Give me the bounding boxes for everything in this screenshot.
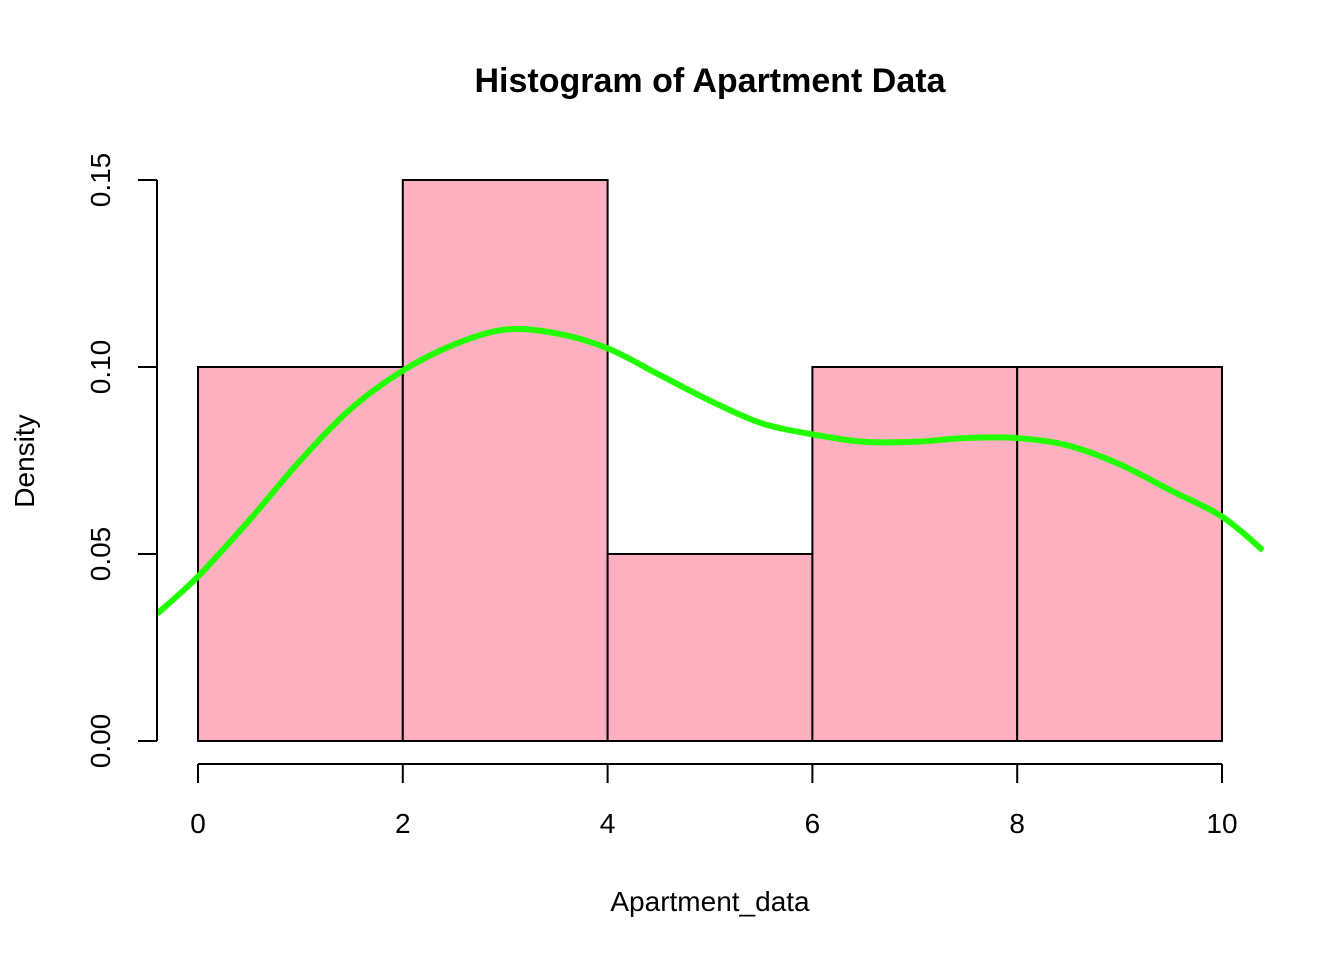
density-curve bbox=[157, 325, 1264, 617]
histogram-bar-3 bbox=[606, 553, 814, 742]
y-axis-label: Density bbox=[9, 414, 40, 507]
x-tick-label: 4 bbox=[600, 808, 616, 839]
x-tick-label: 10 bbox=[1206, 808, 1237, 839]
y-tick-label: 0.10 bbox=[85, 340, 116, 395]
y-tick-label: 0.00 bbox=[85, 714, 116, 769]
x-axis-label: Apartment_data bbox=[610, 886, 810, 917]
x-tick-label: 8 bbox=[1009, 808, 1025, 839]
y-tick-label: 0.15 bbox=[85, 153, 116, 208]
histogram-bar-5 bbox=[1016, 366, 1224, 742]
histogram-bar-4 bbox=[811, 366, 1019, 742]
histogram-bar-2 bbox=[401, 179, 609, 742]
histogram-bar-1 bbox=[197, 366, 404, 742]
x-tick-label: 6 bbox=[805, 808, 821, 839]
y-axis: 0.00 0.05 0.10 0.15 bbox=[85, 153, 158, 769]
y-tick-label: 0.05 bbox=[85, 527, 116, 582]
bars-layer bbox=[197, 179, 1224, 742]
x-axis: 0 2 4 6 8 10 bbox=[190, 763, 1238, 839]
chart-title: Histogram of Apartment Data bbox=[474, 62, 946, 100]
x-tick-label: 2 bbox=[395, 808, 411, 839]
x-tick-label: 0 bbox=[190, 808, 206, 839]
